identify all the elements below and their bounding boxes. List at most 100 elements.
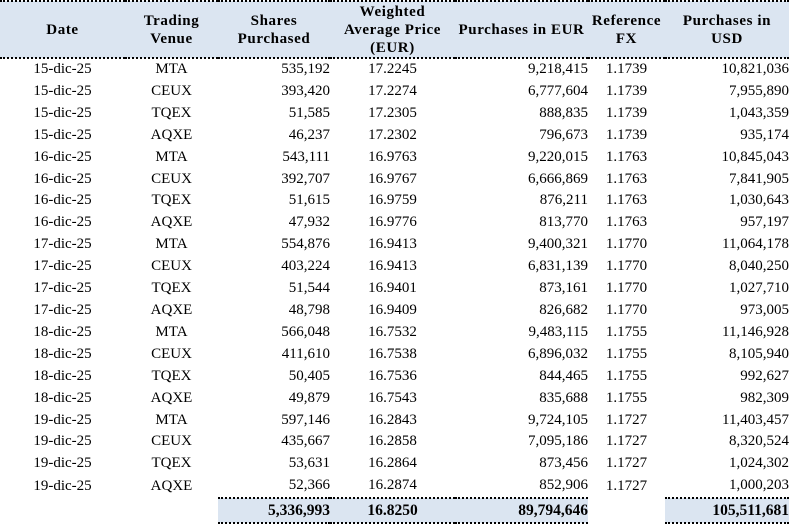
fx-cell: 1.1755 [605, 323, 648, 340]
table-row: 16-dic-25 TQEX 51,615 16.9759 876,211 1.1763 1… [0, 190, 789, 212]
column-header-venue: Trading Venue [125, 0, 218, 59]
usd-cell: 982,309 [740, 389, 789, 406]
shares-cell: 50,405 [288, 367, 330, 384]
venue-cell: AQXE [150, 126, 193, 143]
shares-cell: 543,111 [282, 148, 330, 165]
shares-cell: 435,667 [281, 433, 330, 450]
usd-cell: 957,197 [740, 214, 789, 231]
shares-cell: 393,420 [281, 82, 330, 99]
table-row: 15-dic-25 TQEX 51,585 17.2305 888,835 1.1739 1… [0, 103, 789, 125]
eur-cell: 9,218,415 [528, 61, 588, 77]
shares-cell: 535,192 [281, 61, 330, 77]
usd-cell: 1,024,302 [729, 455, 789, 472]
venue-cell: TQEX [151, 280, 192, 297]
table-row: 18-dic-25 MTA 566,048 16.7532 9,483,115 1.175… [0, 322, 789, 344]
price-cell: 16.2874 [368, 477, 417, 494]
venue-cell: TQEX [151, 455, 192, 472]
table-body: 15-dic-25 MTA 535,192 17.2245 9,218,415 1.173… [0, 58, 789, 498]
date-cell: 17-dic-25 [33, 301, 92, 318]
price-cell: 16.9401 [368, 280, 417, 297]
shares-cell: 51,585 [288, 104, 330, 121]
price-cell: 16.9409 [368, 301, 417, 318]
shares-cell: 48,798 [288, 301, 330, 318]
price-cell: 16.7538 [368, 345, 417, 362]
price-cell: 16.9413 [368, 258, 417, 275]
table-header: Date Trading Venue Shares Purchased Weig… [0, 0, 789, 59]
usd-cell: 1,000,203 [729, 477, 789, 494]
usd-cell: 10,845,043 [721, 148, 789, 165]
eur-cell: 826,682 [539, 301, 588, 318]
price-cell: 16.2843 [368, 411, 417, 428]
shares-cell: 597,146 [281, 411, 330, 428]
usd-cell: 10,821,036 [721, 61, 789, 77]
shares-cell: 392,707 [281, 170, 330, 187]
usd-cell: 11,064,178 [722, 236, 789, 253]
usd-cell: 1,030,643 [729, 192, 789, 209]
venue-cell: MTA [155, 148, 188, 165]
date-cell: 18-dic-25 [33, 389, 92, 406]
date-cell: 18-dic-25 [33, 323, 92, 340]
date-cell: 15-dic-25 [33, 126, 92, 143]
table-row: 19-dic-25 TQEX 53,631 16.2864 873,456 1.1727 1… [0, 453, 789, 475]
table-row: 18-dic-25 CEUX 411,610 16.7538 6,896,032 1.17… [0, 344, 789, 366]
table-row: 15-dic-25 AQXE 46,237 17.2302 796,673 1.1739 9… [0, 125, 789, 147]
venue-cell: MTA [155, 323, 188, 340]
table-row: 15-dic-25 CEUX 393,420 17.2274 6,777,604 1.17… [0, 81, 789, 103]
totals-venue-empty [125, 498, 218, 523]
fx-cell: 1.1739 [605, 104, 648, 121]
table-row: 15-dic-25 MTA 535,192 17.2245 9,218,415 1.173… [0, 58, 789, 81]
venue-cell: CEUX [151, 82, 192, 99]
date-cell: 17-dic-25 [33, 236, 92, 253]
eur-cell: 9,400,321 [528, 236, 588, 253]
fx-cell: 1.1770 [605, 258, 648, 275]
usd-cell: 7,955,890 [729, 82, 789, 99]
fx-cell: 1.1739 [605, 61, 648, 77]
fx-cell: 1.1763 [605, 170, 648, 187]
usd-cell: 7,841,905 [729, 170, 789, 187]
eur-cell: 813,770 [539, 214, 588, 231]
fx-cell: 1.1727 [605, 477, 648, 494]
shares-cell: 46,237 [288, 126, 330, 143]
shares-cell: 411,610 [281, 345, 330, 362]
totals-shares: 5,336,993 [218, 497, 330, 525]
shares-cell: 47,932 [288, 214, 330, 231]
price-cell: 16.7543 [368, 389, 417, 406]
venue-cell: TQEX [151, 104, 192, 121]
fx-cell: 1.1727 [605, 411, 648, 428]
table-row: 16-dic-25 CEUX 392,707 16.9767 6,666,869 1.17… [0, 169, 789, 191]
totals-date-empty [0, 498, 125, 523]
date-cell: 16-dic-25 [33, 214, 92, 231]
date-cell: 18-dic-25 [33, 367, 92, 384]
fx-cell: 1.1763 [605, 214, 648, 231]
fx-cell: 1.1755 [605, 367, 648, 384]
table-footer: 5,336,993 16.8250 89,794,646 105,511,681 [0, 497, 789, 525]
venue-cell: TQEX [151, 192, 192, 209]
totals-eur: 89,794,646 [455, 497, 588, 525]
shares-cell: 403,224 [281, 258, 330, 275]
shares-cell: 51,544 [288, 280, 330, 297]
shares-cell: 53,631 [288, 455, 330, 472]
eur-cell: 796,673 [539, 126, 588, 143]
fx-cell: 1.1763 [605, 148, 648, 165]
date-cell: 19-dic-25 [33, 455, 92, 472]
shares-cell: 52,366 [288, 477, 330, 494]
column-header-shares: Shares Purchased [218, 0, 330, 59]
fx-cell: 1.1770 [605, 280, 648, 297]
usd-cell: 973,005 [740, 301, 789, 318]
fx-cell: 1.1727 [605, 433, 648, 450]
date-cell: 18-dic-25 [33, 345, 92, 362]
price-cell: 16.7536 [368, 367, 417, 384]
column-header-date: Date [0, 0, 125, 59]
table-row: 16-dic-25 MTA 543,111 16.9763 9,220,015 1.176… [0, 147, 789, 169]
usd-cell: 11,146,928 [722, 323, 789, 340]
venue-cell: AQXE [150, 477, 193, 494]
eur-cell: 6,896,032 [528, 345, 588, 362]
table-row: 17-dic-25 CEUX 403,224 16.9413 6,831,139 1.17… [0, 256, 789, 278]
table-row: 19-dic-25 CEUX 435,667 16.2858 7,095,186 1.17… [0, 431, 789, 453]
fx-cell: 1.1755 [605, 389, 648, 406]
price-cell: 17.2245 [368, 61, 417, 77]
totals-row: 5,336,993 16.8250 89,794,646 105,511,681 [0, 497, 789, 525]
venue-cell: AQXE [150, 389, 193, 406]
totals-avg-price: 16.8250 [330, 497, 455, 525]
